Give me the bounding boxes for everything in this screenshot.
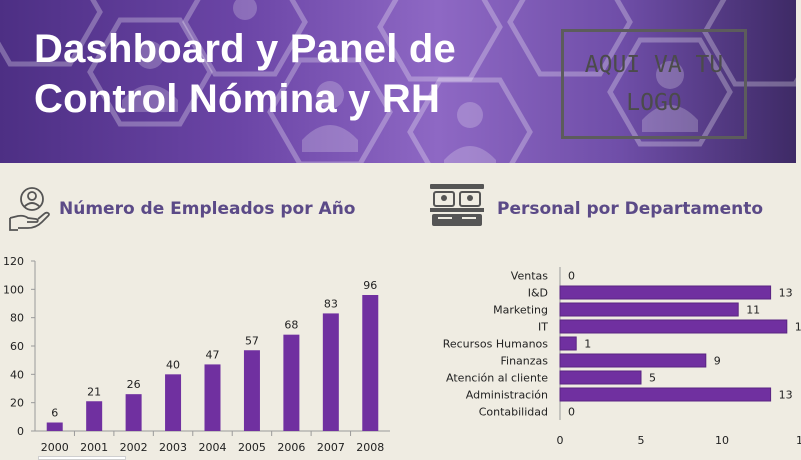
logo-placeholder: AQUI VA TU LOGO [561,29,747,139]
category-label: Marketing [493,304,548,317]
bar-value-label: 5 [649,372,656,385]
category-label: Contabilidad [479,406,548,419]
staff-per-department-chart: Ventas 0 I&D 13 Marketing 11 IT 14 Recursos Huma… [443,267,801,447]
category-label: Finanzas [500,355,548,368]
x-tick-label: 15 [796,434,801,447]
title-line-1: Dashboard y Panel de [34,27,456,71]
x-tick-label: 2006 [277,441,305,454]
x-tick-label: 2001 [80,441,108,454]
bar-value-label: 0 [568,270,575,283]
bar-value-label: 26 [127,378,141,391]
bar-value-label: 68 [284,319,298,332]
bar-value-label: 40 [166,358,180,371]
logo-line-1: AQUI VA TU [584,52,724,78]
logo-line-2: LOGO [626,90,682,116]
bar-2005 [243,350,260,431]
office-desk-icon [430,184,484,226]
bar-value-label: 9 [714,355,721,368]
title-line-2: Control Nómina y RH [34,77,441,121]
category-label: Atención al cliente [446,372,548,385]
bar-2006 [283,334,300,431]
bar-value-label: 13 [779,389,793,402]
x-tick-label: 5 [638,434,645,447]
x-tick-label: 2005 [238,441,266,454]
bar-2008 [362,295,379,431]
bar-department [559,387,772,402]
bar-2002 [125,394,142,431]
bar-value-label: 21 [87,385,101,398]
bar-department [559,353,707,368]
departments-chart-title: Personal por Departamento [497,199,764,219]
bar-2003 [165,374,182,431]
x-tick-label: 10 [715,434,729,447]
x-tick-label: 0 [557,434,564,447]
dashboard-title: Dashboard y Panel de Control Nómina y RH [34,24,456,124]
y-tick-label: 0 [17,425,24,438]
y-tick-label: 60 [10,340,24,353]
y-tick-label: 20 [10,397,24,410]
category-label: Recursos Humanos [443,338,549,351]
employees-chart-title: Número de Empleados por Año [59,199,356,219]
header-banner: Dashboard y Panel de Control Nómina y RH… [0,0,796,163]
bar-2001 [86,401,103,431]
employees-per-year-chart: 0 20 40 60 80 100 120 6 2000 21 2001 26 2002 40 2003 47… [3,255,390,454]
x-tick-label: 2003 [159,441,187,454]
bar-2000 [46,422,63,431]
bar-value-label: 57 [245,334,259,347]
sheet-tab-strip [38,456,126,460]
x-tick-label: 2002 [120,441,148,454]
bar-department [559,285,772,300]
category-label: Ventas [511,270,548,283]
bar-value-label: 96 [363,279,377,292]
employee-hand-icon [9,187,50,231]
category-label: Administración [466,389,548,402]
x-tick-label: 2007 [317,441,345,454]
y-tick-label: 120 [3,255,24,268]
bar-value-label: 11 [746,304,760,317]
bar-department [559,370,642,385]
bar-value-label: 0 [568,406,575,419]
bar-value-label: 13 [779,287,793,300]
bar-department [559,302,739,317]
bar-2004 [204,364,221,431]
x-tick-label: 2000 [41,441,69,454]
bar-department [559,336,577,351]
hexagon-people-background [0,0,796,163]
category-label: I&D [528,287,548,300]
bar-2007 [322,313,339,431]
bar-value-label: 6 [51,407,58,420]
x-tick-label: 2008 [356,441,384,454]
bar-value-label: 83 [324,297,338,310]
y-tick-label: 100 [3,283,24,296]
bar-department [559,319,788,334]
y-tick-label: 40 [10,368,24,381]
y-tick-label: 80 [10,312,24,325]
category-label: IT [538,321,548,334]
bar-value-label: 1 [584,338,591,351]
x-tick-label: 2004 [199,441,227,454]
bar-value-label: 47 [206,348,220,361]
logo-text: AQUI VA TU LOGO [579,46,729,122]
bar-value-label: 14 [795,321,801,334]
